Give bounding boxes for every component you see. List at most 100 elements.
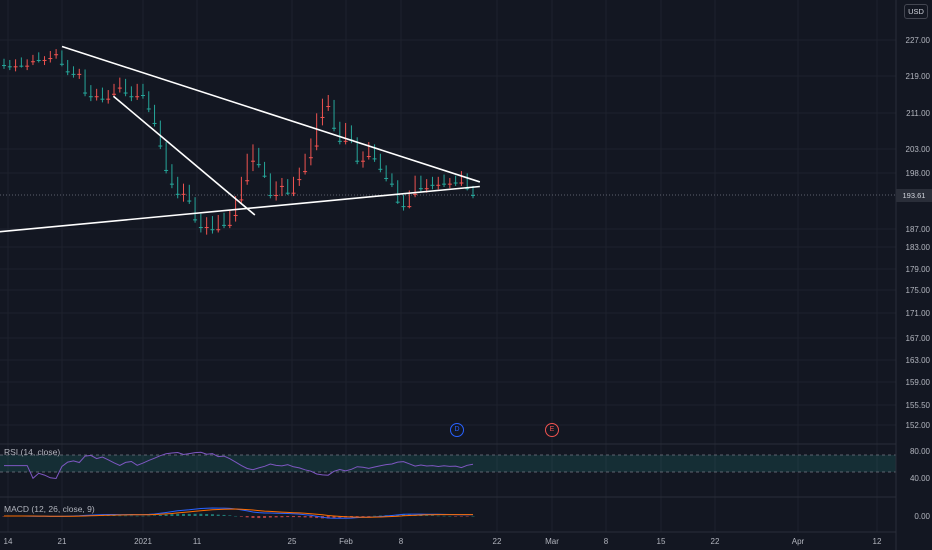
macd-histogram-bar (118, 515, 122, 517)
candle-body (146, 108, 151, 110)
grid-lines (0, 0, 896, 532)
macd-histogram-bar (187, 513, 191, 516)
price-tick-label: 211.00 (906, 109, 930, 118)
candle-body (7, 66, 12, 68)
macd-histogram-bar (326, 516, 330, 519)
candle-body (135, 96, 140, 98)
price-tick-label: 219.00 (906, 72, 931, 81)
candle-body (227, 224, 232, 226)
price-tick-label: 203.00 (906, 145, 931, 154)
price-tick-label: 171.00 (906, 309, 931, 318)
time-axis[interactable]: 14 21 2021 11 25 Feb 8 22 Mar 8 15 22 Apr 12 (4, 537, 882, 546)
rsi-label[interactable]: RSI (14, close) (4, 447, 61, 457)
candle-body (94, 96, 99, 98)
price-axis[interactable]: 227.00 219.00 211.00 203.00 198.00 187.00 183.… (906, 36, 931, 521)
time-tick-label: 2021 (134, 537, 152, 546)
candle-body (250, 160, 255, 162)
candle-body (407, 206, 412, 208)
candle-body (187, 200, 192, 202)
price-tick-label: 183.00 (906, 243, 931, 252)
macd-histogram-bar (251, 516, 255, 518)
macd-histogram-bar (355, 516, 359, 517)
candle-body (233, 214, 238, 216)
price-tick-label: 152.00 (906, 421, 931, 430)
macd-pane (2, 507, 475, 519)
candle-body (314, 145, 319, 147)
candle-body (2, 65, 6, 67)
macd-histogram-bar (147, 515, 151, 517)
trendlines (0, 45, 481, 233)
candle-body (326, 106, 331, 108)
macd-histogram-bar (361, 516, 365, 517)
candle-body (54, 54, 59, 56)
macd-histogram-bar (129, 515, 133, 517)
candle-body (123, 92, 128, 94)
time-tick-label: 11 (193, 537, 202, 546)
signal-line (4, 508, 473, 518)
macd-histogram-bar (402, 514, 406, 516)
candle-body (198, 227, 203, 229)
macd-histogram-bar (124, 515, 128, 517)
candle-body (112, 93, 117, 95)
candle-body (308, 157, 313, 159)
time-tick-label: 8 (604, 537, 609, 546)
macd-histogram-bar (373, 515, 377, 517)
candle-body (389, 183, 394, 185)
candle-body (129, 96, 134, 98)
price-tick-label: 187.00 (906, 225, 931, 234)
time-tick-label: 25 (288, 537, 297, 546)
candle-body (459, 182, 464, 184)
candle-body (65, 71, 70, 73)
candle-body (48, 58, 53, 60)
candle-body (25, 65, 30, 67)
time-tick-label: 22 (493, 537, 502, 546)
macd-histogram-bar (442, 515, 446, 517)
candle-body (332, 127, 337, 129)
macd-histogram-bar (425, 515, 429, 516)
candle-body (436, 184, 441, 186)
macd-histogram-bar (459, 516, 463, 517)
candle-body (100, 98, 105, 100)
dividend-badge[interactable]: D (450, 423, 464, 437)
macd-histogram-bar (263, 516, 267, 518)
time-tick-label: Feb (339, 537, 353, 546)
price-tick-label: 198.00 (906, 169, 931, 178)
macd-histogram-bar (228, 515, 232, 516)
candle-body (401, 206, 406, 208)
candle-body (465, 188, 470, 190)
time-tick-label: Mar (545, 537, 559, 546)
candle-body (169, 183, 174, 185)
candle-body (140, 95, 145, 97)
time-tick-label: 15 (657, 537, 666, 546)
trendline[interactable] (112, 95, 256, 216)
macd-histogram-bar (292, 516, 296, 518)
macd-histogram-bar (193, 513, 197, 516)
candle-body (268, 194, 273, 196)
candle-body (262, 175, 267, 177)
candle-body (337, 140, 342, 142)
macd-histogram-bar (471, 515, 475, 517)
time-tick-label: Apr (792, 537, 805, 546)
macd-histogram-bar (170, 514, 174, 516)
trendline[interactable] (0, 185, 480, 233)
currency-button[interactable]: USD (904, 4, 928, 19)
earnings-badge[interactable]: E (545, 423, 559, 437)
time-tick-label: 21 (58, 537, 67, 546)
candle-body (71, 73, 76, 75)
trendline[interactable] (61, 45, 481, 183)
candle-body (442, 183, 447, 185)
time-tick-label: 22 (711, 537, 720, 546)
macd-label[interactable]: MACD (12, 26, close, 9) (4, 504, 95, 514)
price-tick-label: 159.00 (906, 378, 931, 387)
price-tick-label: 175.00 (906, 286, 931, 295)
candle-body (355, 160, 360, 162)
macd-histogram-bar (303, 516, 307, 518)
candle-body (424, 188, 429, 190)
macd-histogram-bar (274, 516, 278, 518)
macd-histogram-bar (419, 515, 423, 516)
price-tick-label: 163.00 (906, 356, 931, 365)
macd-histogram-bar (153, 515, 157, 516)
rsi-band (0, 455, 896, 472)
time-tick-label: 14 (4, 537, 13, 546)
